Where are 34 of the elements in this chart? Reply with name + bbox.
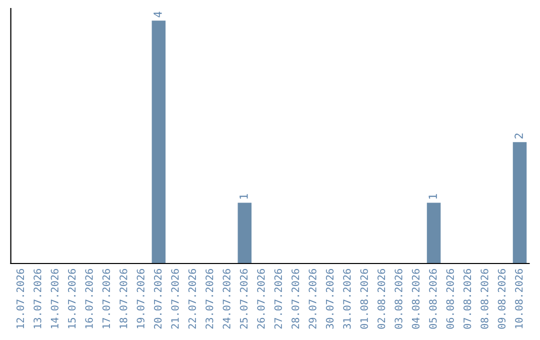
x-tick-label: 26.07.2026 <box>257 269 265 329</box>
x-tick-label: 21.07.2026 <box>171 269 179 329</box>
x-tick-label: 02.08.2026 <box>377 269 386 329</box>
x-tick-label: 08.08.2026 <box>480 269 488 329</box>
x-tick-label: 04.08.2026 <box>412 269 420 329</box>
x-tick-label: 01.08.2026 <box>360 269 368 329</box>
x-tick-label: 18.07.2026 <box>120 269 128 328</box>
x-tick-label: 23.07.2026 <box>206 269 214 329</box>
x-tick-label: 17.07.2026 <box>102 269 110 328</box>
x-tick-label: 22.07.2026 <box>188 269 196 329</box>
x-tick-label: 25.07.2026 <box>240 269 248 329</box>
x-tick-label: 12.07.2026 <box>16 269 24 328</box>
x-tick-label: 03.08.2026 <box>394 269 402 329</box>
data-label: 4 <box>154 12 162 18</box>
x-tick-label: 20.07.2026 <box>154 269 162 329</box>
x-tick-label: 06.08.2026 <box>446 269 454 329</box>
x-tick-label: 16.07.2026 <box>85 269 93 328</box>
data-label: 2 <box>514 134 523 138</box>
data-label: 1 <box>240 194 248 199</box>
x-tick-label: 29.07.2026 <box>308 269 316 329</box>
x-tick-label: 19.07.2026 <box>136 269 144 328</box>
x-tick-label: 05.08.2026 <box>429 269 437 329</box>
x-tick-label: 14.07.2026 <box>50 269 58 328</box>
data-label: 1 <box>428 194 437 199</box>
x-tick-label: 07.08.2026 <box>463 269 472 329</box>
x-tick-label: 28.07.2026 <box>292 269 300 329</box>
x-tick-label: 30.07.2026 <box>326 269 334 329</box>
x-tick-label: 09.08.2026 <box>498 269 506 329</box>
x-tick-label: 24.07.2026 <box>222 269 230 329</box>
x-tick-label: 13.07.2026 <box>34 269 42 328</box>
x-tick-label: 10.08.2026 <box>515 269 523 328</box>
x-tick-label: 15.07.2026 <box>68 269 76 328</box>
x-tick-label: 31.07.2026 <box>343 269 351 329</box>
x-tick-label: 27.07.2026 <box>274 269 282 329</box>
